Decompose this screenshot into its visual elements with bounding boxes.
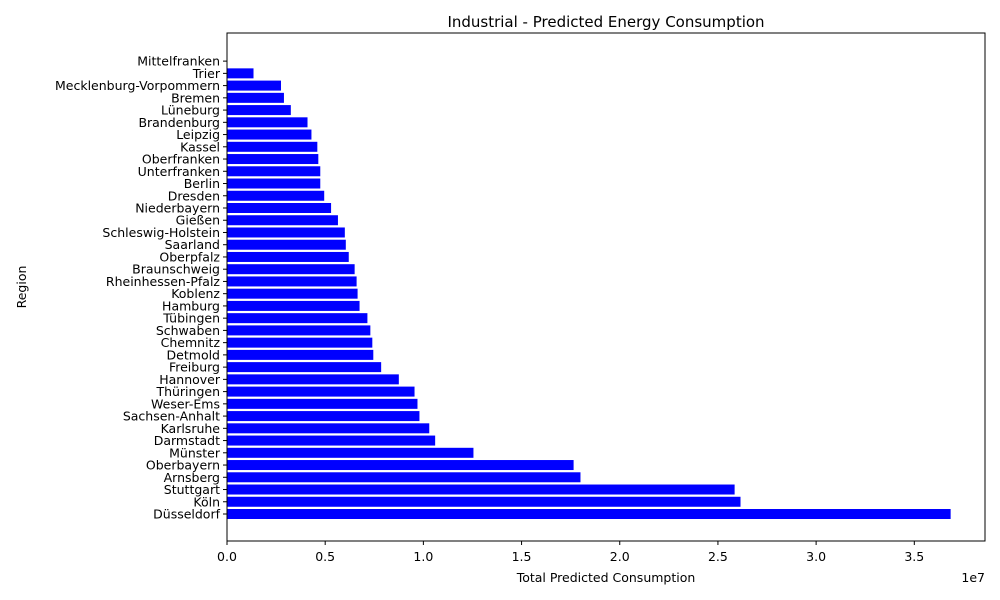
x-scale-label: 1e7 [961,570,985,585]
x-tick-label: 3.5 [904,549,924,564]
x-tick-label: 2.0 [610,549,630,564]
y-tick-label: Chemnitz [161,335,221,350]
bar [227,178,321,189]
y-tick-label: Trier [192,66,221,81]
bar [227,141,318,152]
bar [227,117,308,128]
bar [227,484,735,495]
bar [227,239,346,250]
bar [227,435,436,446]
bar [227,251,349,262]
y-tick-label: Arnsberg [164,470,220,485]
y-tick-label: Karlsruhe [161,421,221,436]
bar [227,105,291,116]
bar [227,203,332,213]
bar [227,190,325,201]
y-axis-label: Region [14,266,29,309]
x-tick-label: 1.5 [512,549,532,564]
bar [227,129,312,140]
y-tick-label: Niederbayern [135,201,220,216]
bar [227,276,357,287]
bar [227,154,319,165]
y-axis-ticks: DüsseldorfKölnStuttgartArnsbergOberbayer… [55,54,227,522]
y-tick-label: Stuttgart [164,482,220,497]
y-tick-label: Gießen [176,213,220,228]
y-tick-label: Kassel [180,139,220,154]
bar [227,227,345,238]
y-tick-label: Unterfranken [138,164,220,179]
y-tick-label: Bremen [171,90,220,105]
bar [227,374,399,385]
bar [227,349,374,360]
bar [227,460,574,471]
bar [227,423,430,434]
bar [227,166,321,177]
bar [227,337,373,348]
bars-group [227,68,951,519]
y-tick-label: Hamburg [162,298,220,313]
bar [227,509,951,519]
y-tick-label: Thüringen [155,384,220,399]
bar [227,362,382,373]
chart-title: Industrial - Predicted Energy Consumptio… [447,13,764,31]
bar [227,386,415,397]
x-tick-label: 2.5 [708,549,728,564]
bar [227,264,355,275]
y-tick-label: Köln [193,494,220,509]
y-tick-label: Brandenburg [138,115,220,130]
x-tick-label: 3.0 [806,549,826,564]
y-tick-label: Detmold [167,347,220,362]
bar [227,215,338,226]
y-tick-label: Rheinhessen-Pfalz [106,274,221,289]
y-tick-label: Münster [169,445,221,460]
y-tick-label: Oberfranken [142,152,220,167]
y-tick-label: Darmstadt [154,433,220,448]
y-tick-label: Berlin [184,176,220,191]
y-tick-label: Lüneburg [161,103,220,118]
bar [227,92,284,103]
y-tick-label: Mittelfranken [137,54,220,69]
y-tick-label: Tübingen [162,311,220,326]
y-tick-label: Braunschweig [132,262,220,277]
bar [227,411,420,422]
bar [227,288,358,299]
x-tick-label: 0.0 [217,549,237,564]
bar [227,313,368,324]
bar [227,325,371,336]
y-tick-label: Freiburg [169,360,220,375]
y-tick-label: Düsseldorf [153,507,220,522]
y-tick-label: Oberbayern [146,458,220,473]
bar [227,398,418,409]
x-axis-label: Total Predicted Consumption [516,570,696,585]
bar [227,80,282,91]
y-tick-label: Schwaben [156,323,220,338]
y-tick-label: Mecklenburg-Vorpommern [55,78,220,93]
x-tick-label: 1.0 [413,549,433,564]
y-tick-label: Hannover [159,372,221,387]
y-tick-label: Oberpfalz [159,249,220,264]
y-tick-label: Weser-Ems [151,396,220,411]
plot-frame [226,32,986,542]
y-tick-label: Schleswig-Holstein [102,225,220,240]
bar [227,300,360,311]
y-tick-label: Sachsen-Anhalt [123,409,220,424]
y-tick-label: Leipzig [176,127,220,142]
y-tick-label: Koblenz [171,286,220,301]
y-tick-label: Dresden [168,188,220,203]
bar [227,472,581,483]
bar [227,68,254,79]
x-axis-ticks: 0.0 0.5 1.0 1.5 2.0 2.5 3.0 3.5 [217,541,924,564]
x-tick-label: 0.5 [315,549,335,564]
bar [227,447,474,458]
bar [227,496,741,507]
y-tick-label: Saarland [165,237,220,252]
